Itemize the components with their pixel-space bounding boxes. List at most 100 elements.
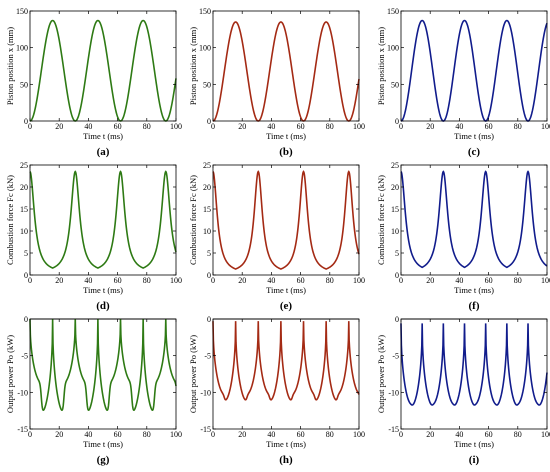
x-tick-label: 100 (353, 430, 365, 439)
y-tick-label: 50 (20, 80, 28, 89)
x-tick-label: 40 (455, 430, 463, 439)
y-axis-label: Output power Po (kW) (376, 335, 386, 413)
y-axis-label: Piston position x (mm) (188, 27, 198, 105)
y-tick-label: -15 (17, 425, 28, 434)
plot-frame (29, 10, 177, 122)
y-tick-label: 0 (207, 117, 211, 126)
y-tick-label: 0 (395, 315, 399, 324)
x-tick-label: 20 (55, 430, 63, 439)
y-tick-label: -15 (200, 425, 211, 434)
y-tick-label: 15 (391, 205, 399, 214)
x-tick-label: 100 (170, 122, 182, 131)
y-tick-label: 100 (16, 44, 28, 53)
x-tick-label: 60 (297, 122, 305, 131)
y-tick-label: 5 (395, 249, 399, 258)
x-tick-label: 0 (211, 122, 215, 131)
x-tick-label: 100 (353, 122, 365, 131)
y-tick-label: 20 (20, 183, 28, 192)
plot-frame (400, 164, 548, 276)
y-axis-label: Output power Po (kW) (5, 335, 15, 413)
x-tick-label: 60 (114, 122, 122, 131)
x-tick-label: 80 (514, 430, 522, 439)
plot-frame (29, 164, 177, 276)
x-tick-label: 100 (541, 276, 550, 285)
y-axis-label: Combustion force Fc (kN) (5, 175, 15, 265)
x-tick-label: 80 (326, 276, 334, 285)
x-tick-label: 100 (541, 430, 550, 439)
x-axis-label: Time t (ms) (266, 285, 306, 295)
y-tick-label: -10 (388, 388, 399, 397)
x-tick-label: 0 (211, 276, 215, 285)
plot-frame (400, 318, 548, 430)
panel-d: 0 20 40 60 80 100 0 5 10 15 20 25 Time t (ms) Combust… (5, 161, 182, 312)
series-line (29, 318, 177, 411)
series-line (29, 19, 177, 122)
x-tick-label: 60 (114, 430, 122, 439)
x-axis-label: Time t (ms) (266, 131, 306, 141)
x-tick-label: 80 (514, 276, 522, 285)
series-line (212, 321, 360, 401)
x-tick-label: 40 (455, 276, 463, 285)
y-tick-label: 0 (207, 271, 211, 280)
y-tick-label: 150 (199, 7, 211, 16)
y-tick-label: 0 (207, 315, 211, 324)
plot-frame (212, 164, 360, 276)
x-tick-label: 80 (514, 122, 522, 131)
panel-f: 0 20 40 60 80 100 0 5 10 15 20 25 Time t (ms) Combust… (376, 161, 550, 312)
x-tick-label: 80 (143, 276, 151, 285)
y-axis-label: Combustion force Fc (kN) (188, 175, 198, 265)
y-tick-label: 0 (395, 271, 399, 280)
panel-b: 0 20 40 60 80 100 0 50 100 150 Time t (ms) Piston p… (188, 7, 365, 158)
panel-label: (i) (469, 454, 480, 466)
y-tick-label: 100 (387, 44, 399, 53)
series-line (400, 170, 548, 269)
y-tick-label: 25 (203, 161, 211, 170)
x-tick-label: 60 (297, 430, 305, 439)
x-tick-label: 60 (485, 430, 493, 439)
y-tick-label: -10 (200, 388, 211, 397)
x-tick-label: 40 (267, 430, 275, 439)
y-tick-label: -5 (392, 352, 399, 361)
y-tick-label: -15 (388, 425, 399, 434)
plot-area (401, 165, 547, 275)
x-axis-label: Time t (ms) (83, 285, 123, 295)
panel-g: 0 20 40 60 80 100 -15 -10 -5 0 Time t (ms) Output p… (5, 315, 182, 466)
y-tick-label: -10 (17, 388, 28, 397)
panel-h: 0 20 40 60 80 100 -15 -10 -5 0 Time t (ms) Output p… (188, 315, 365, 466)
x-tick-label: 20 (55, 276, 63, 285)
panel-label: (g) (97, 454, 110, 466)
x-tick-label: 100 (353, 276, 365, 285)
plot-area (213, 165, 359, 275)
y-tick-label: 5 (24, 249, 28, 258)
plot-frame (212, 10, 360, 122)
panel-label: (e) (280, 300, 293, 312)
y-tick-label: 10 (203, 227, 211, 236)
x-tick-label: 80 (326, 430, 334, 439)
x-tick-label: 20 (426, 430, 434, 439)
y-tick-label: -5 (204, 352, 211, 361)
x-tick-label: 20 (426, 276, 434, 285)
y-axis-label: Output power Po (kW) (188, 335, 198, 413)
x-tick-label: 40 (84, 276, 92, 285)
plot-area (213, 319, 359, 429)
panel-label: (f) (469, 300, 480, 312)
panel-label: (h) (279, 454, 293, 466)
x-tick-label: 40 (267, 276, 275, 285)
x-tick-label: 60 (114, 276, 122, 285)
x-tick-label: 0 (28, 276, 32, 285)
panel-label: (d) (96, 300, 110, 312)
y-tick-label: 15 (203, 205, 211, 214)
x-tick-label: 0 (399, 276, 403, 285)
y-tick-label: 20 (391, 183, 399, 192)
panel-i: 0 20 40 60 80 100 -15 -10 -5 0 Time t (ms) Output p… (376, 315, 550, 466)
x-tick-label: 20 (238, 276, 246, 285)
plot-frame (400, 10, 548, 122)
plot-area (30, 165, 176, 275)
plot-area (401, 319, 547, 429)
panel-a: 0 20 40 60 80 100 0 50 100 150 Time t (ms) Piston p… (5, 7, 182, 158)
y-tick-label: -5 (21, 352, 28, 361)
y-tick-label: 15 (20, 205, 28, 214)
y-axis-label: Piston position x (mm) (5, 27, 15, 105)
y-tick-label: 10 (20, 227, 28, 236)
x-tick-label: 100 (170, 430, 182, 439)
